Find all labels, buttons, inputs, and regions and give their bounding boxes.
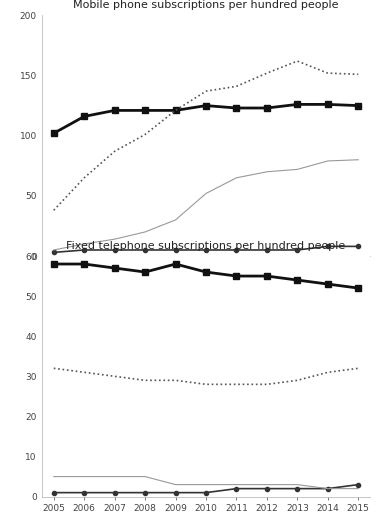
Title: Mobile phone subscriptions per hundred people: Mobile phone subscriptions per hundred p… — [73, 1, 339, 10]
Title: Fixed telephone subscriptions per hundred people: Fixed telephone subscriptions per hundre… — [67, 241, 345, 251]
Legend: Eritrea, India, UK, Uruguay: Eritrea, India, UK, Uruguay — [46, 292, 273, 302]
